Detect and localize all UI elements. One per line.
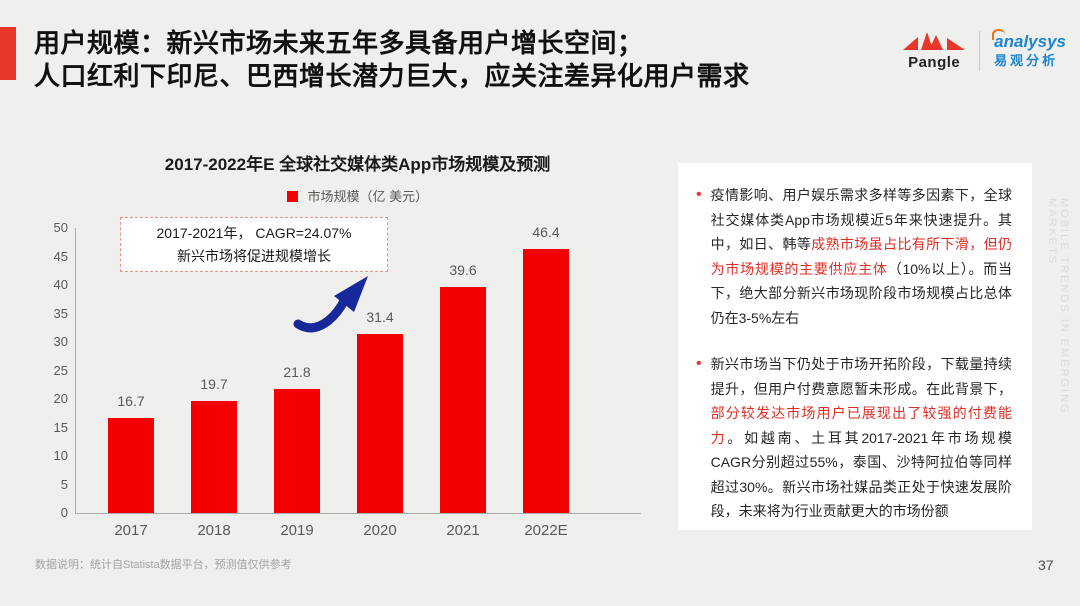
bar-value-label: 31.4 [366,309,394,326]
y-axis-tick: 10 [53,448,68,463]
analysys-name-text: analysys [994,32,1066,51]
y-axis-tick: 0 [60,505,68,520]
chart-title: 2017-2022年E 全球社交媒体类App市场规模及预测 [164,155,551,174]
insight-list: • 疫情影响、用户娱乐需求多样等多因素下，全球社交媒体类App市场规模近5年来快速… [696,183,1012,524]
growth-arrow-icon [293,276,368,333]
page-number: 37 [1038,557,1054,573]
page-title: 用户规模：新兴市场未来五年多具备用户增长空间； 人口红利下印尼、巴西增长潜力巨大… [34,27,894,93]
legend-swatch-icon [286,191,298,202]
pangle-mountain-icon [903,32,966,50]
annotation-line-1: 2017-2021年， CAGR=24.07% [156,224,352,241]
bullet-text: 疫情影响、用户娱乐需求多样等多因素下，全球社交媒体类App市场规模近5年来快速提… [710,187,1013,326]
x-axis-label: 2018 [197,522,231,539]
bar-value-label: 16.7 [117,392,145,409]
y-axis-tick: 40 [53,277,68,292]
bullet-dot-icon: • [696,186,702,203]
y-axis-tick: 30 [53,334,68,349]
bar-value-label: 46.4 [532,223,560,240]
bullet-text: 新兴市场当下仍处于市场开拓阶段，下载量持续提升，但用户付费意愿暂未形成。在此背景… [710,356,1013,519]
logo-divider [979,30,981,71]
y-axis-tick: 20 [53,391,68,406]
analysys-wordmark: analysys [992,29,1066,52]
x-axis-label: 2021 [446,522,480,539]
page-title-line-2: 人口红利下印尼、巴西增长潜力巨大，应关注差异化用户需求 [34,61,750,91]
cagr-annotation-box: 2017-2021年， CAGR=24.07% 新兴市场将促进规模增长 [120,217,388,272]
bullet-dot-icon: • [696,355,702,372]
analysys-swoosh-icon [992,29,1006,40]
bar-2019 [274,388,320,513]
y-axis-tick: 5 [60,476,68,492]
analysys-chinese-name: 易观分析 [994,52,1059,68]
bar-2022E [523,248,569,513]
x-axis-label: 2020 [363,522,397,539]
bar-2020 [357,334,403,513]
title-accent-bar [0,27,16,80]
page-title-line-1: 用户规模：新兴市场未来五年多具备用户增长空间； [34,28,644,58]
pangle-logo: Pangle [903,30,966,71]
y-axis-tick: 15 [53,419,68,435]
y-axis-tick: 50 [53,220,68,235]
x-axis-label: 2017 [114,522,148,539]
y-axis-tick: 45 [53,248,68,264]
chart-legend: 市场规模（亿 美元） [75,186,640,205]
data-source-footnote: 数据说明：统计自Statista数据平台，预测值仅供参考 [35,559,292,571]
analysys-logo: analysys 易观分析 [992,29,1066,68]
x-axis-label: 2019 [280,522,314,539]
legend-label: 市场规模（亿 美元） [307,189,429,204]
logo-group: Pangle analysys 易观分析 [903,29,1066,71]
bar-2018 [191,400,237,513]
y-axis-tick: 35 [53,305,68,321]
bar-value-label: 19.7 [200,375,228,392]
bar-value-label: 21.8 [283,363,311,380]
y-axis-tick: 25 [53,362,68,378]
watermark-vertical-text: MOBILE TRENDS IN EMERGING MARKETS [1046,198,1070,415]
plot-area: 0 5 10 15 20 25 30 35 40 45 50 16.7 2017 19.7 2018 21.8… [54,220,641,539]
annotation-line-2: 新兴市场将促进规模增长 [177,247,331,264]
insight-bullet: • 疫情影响、用户娱乐需求多样等多因素下，全球社交媒体类App市场规模近5年来快速… [696,183,1012,330]
x-axis-label: 2022E [524,522,568,539]
insight-bullet: • 新兴市场当下仍处于市场开拓阶段，下载量持续提升，但用户付费意愿暂未形成。在此背… [696,352,1012,524]
bar-2021 [440,287,486,513]
insight-panel: • 疫情影响、用户娱乐需求多样等多因素下，全球社交媒体类App市场规模近5年来快速… [678,163,1032,530]
bar-value-label: 39.6 [449,262,477,279]
pangle-wordmark: Pangle [908,54,961,71]
bar-2017 [108,417,154,513]
